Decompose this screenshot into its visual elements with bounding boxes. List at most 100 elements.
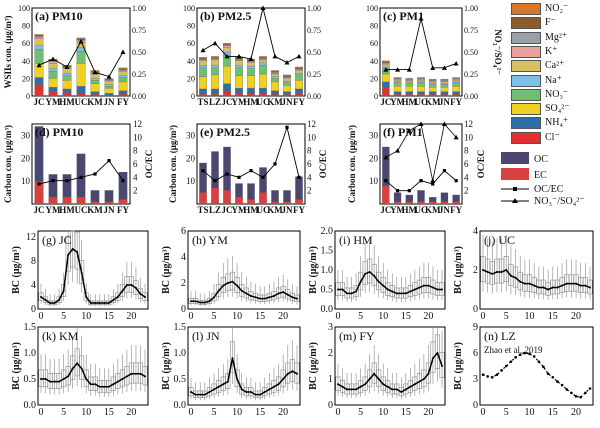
mean-point <box>49 380 52 383</box>
category-label: JC <box>34 97 45 107</box>
stack-NH4+ <box>271 90 279 95</box>
mean-point <box>431 357 434 360</box>
ratio2-marker <box>441 121 447 126</box>
stack-NO3- <box>452 82 460 87</box>
category-label: YM <box>232 97 247 107</box>
mean-point <box>231 280 234 283</box>
mean-point <box>368 270 371 273</box>
ec-bar <box>271 201 279 204</box>
category-label: JC <box>380 205 391 215</box>
ec-bar <box>223 190 231 204</box>
mean-point <box>107 385 110 388</box>
stack-Ca2+ <box>452 80 460 83</box>
stack-Na+ <box>118 75 128 78</box>
ratio-marker <box>236 53 242 59</box>
stack-NO2- <box>223 43 231 45</box>
y-tick-label: 6 <box>181 226 186 237</box>
ratio-marker <box>64 64 70 69</box>
ratio-marker <box>120 49 126 54</box>
y-tick-label: 2 <box>328 348 333 359</box>
mean-point <box>404 388 407 391</box>
mean-point <box>441 365 443 367</box>
stack-NH4+ <box>405 91 414 95</box>
y-tick-label: 30 <box>21 130 31 140</box>
stack-Na+ <box>62 72 72 76</box>
y-tick-label: 1.5 <box>321 246 334 257</box>
stack-NH4+ <box>295 88 303 94</box>
stack-SO42- <box>76 63 86 87</box>
mean-point <box>236 378 239 380</box>
mean-point <box>486 375 489 378</box>
stack-Cl- <box>283 94 291 97</box>
legend-label: OC/EC <box>534 184 564 195</box>
mean-point <box>584 391 587 395</box>
mean-point <box>268 388 271 391</box>
y-tick-label: 2 <box>181 278 186 289</box>
x-tick-label: 15 <box>548 311 558 322</box>
panel-(g): 0 5 10 15 20 0 4 8 12 (g) JC BC (μg/m³) <box>11 230 149 322</box>
mean-point <box>89 383 92 386</box>
stack-Ca2+ <box>283 78 291 82</box>
stack-K+ <box>34 36 44 39</box>
mean-point <box>222 284 225 287</box>
ratio-marker <box>36 62 42 68</box>
ratio-marker <box>419 179 423 183</box>
y-tick-label: 0 <box>26 92 30 101</box>
x-tick-label: 5 <box>358 407 363 418</box>
plot-frame <box>37 326 149 406</box>
mean-point <box>85 378 88 380</box>
stack-NH4+ <box>247 87 255 94</box>
stack-Cl- <box>259 93 267 97</box>
stack-SO42- <box>118 81 128 91</box>
ec-bar <box>452 201 460 204</box>
category-label: FY <box>450 205 462 215</box>
ec-bar <box>62 197 72 204</box>
legend-label: K⁺ <box>545 45 558 57</box>
mean-point <box>547 288 550 291</box>
x-tick-label: 20 <box>571 407 581 418</box>
category-label: TS <box>197 97 208 107</box>
x-tick-label: 5 <box>358 311 363 322</box>
oc-bar <box>34 126 44 204</box>
mean-point <box>588 387 592 390</box>
legend-swatch <box>511 31 541 44</box>
mean-point <box>144 375 146 378</box>
mean-point <box>519 280 522 283</box>
stack-NO2- <box>382 60 390 62</box>
y2-axis-label: OC/EC <box>476 150 486 179</box>
ec-bar <box>247 199 255 204</box>
x-tick-label: 10 <box>232 407 242 418</box>
ec-bar <box>295 199 303 204</box>
y-axis-label: BC (μg/m³) <box>161 246 172 294</box>
mean-point <box>528 352 531 356</box>
category-label: FY <box>117 205 129 215</box>
stack-Cl- <box>76 93 86 97</box>
legend-item: Mg²⁺ <box>509 31 597 45</box>
mean-point <box>481 373 485 376</box>
legend-label: Ca²⁺ <box>545 60 565 72</box>
y-tick-label: 60 <box>370 39 378 48</box>
y2-tick-label: 6 <box>307 159 312 169</box>
mean-point <box>296 372 298 375</box>
oc-bar <box>440 192 449 204</box>
mean-point <box>495 373 499 376</box>
stack-NO3- <box>283 82 291 86</box>
stack-SO42- <box>199 76 207 90</box>
y-tick-label: 0 <box>31 304 36 315</box>
legend-item: Ca²⁺ <box>509 59 597 73</box>
mean-point <box>504 364 508 368</box>
stack-Cl- <box>118 94 128 97</box>
legend-swatch <box>511 103 541 116</box>
x-tick-label: 0 <box>336 311 341 322</box>
mean-point <box>85 296 88 298</box>
y2-axis-label: OC/EC <box>144 150 154 179</box>
y-tick-label: 6 <box>473 348 478 359</box>
category-label: KM <box>267 205 283 215</box>
stack-SO42- <box>440 87 449 92</box>
x-tick-label: 15 <box>255 311 265 322</box>
mean-point <box>413 288 416 291</box>
ec-bar <box>382 185 390 204</box>
panel-title: (l) JN <box>192 329 220 343</box>
